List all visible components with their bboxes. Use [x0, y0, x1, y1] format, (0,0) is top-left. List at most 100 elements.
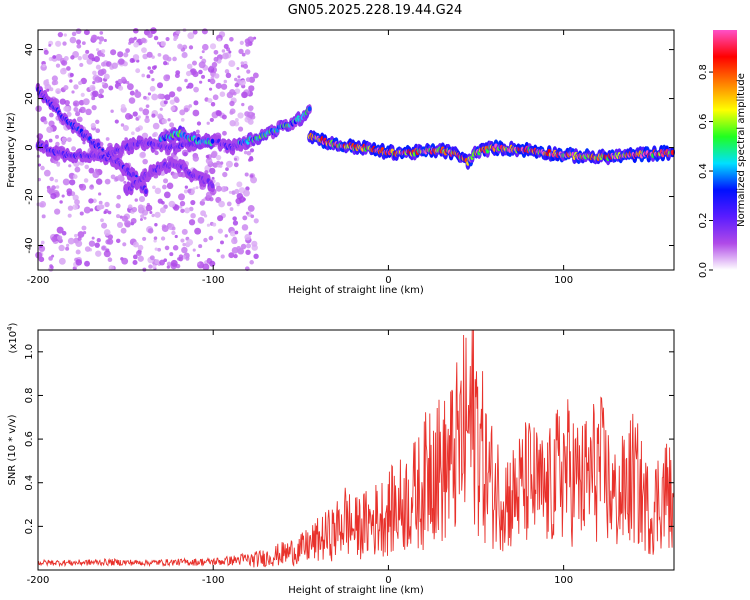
- spectrogram-noise-cell: [46, 187, 53, 194]
- spectrogram-noise-cell: [192, 29, 198, 35]
- spectrogram-noise-cell: [91, 104, 97, 111]
- colorbar-tick-label: 0.0: [698, 262, 709, 278]
- spectrogram-noise-cell: [77, 231, 85, 238]
- spectrogram-noise-cell: [98, 93, 103, 99]
- spectrogram-noise-cell: [80, 92, 85, 97]
- spectrogram-noise-cell: [163, 178, 169, 184]
- spectrogram-noise-cell: [81, 225, 87, 231]
- spectrogram-noise-cell: [84, 260, 90, 267]
- spectrogram-track-cell: [210, 183, 215, 189]
- spectrogram-noise-cell: [39, 244, 43, 249]
- spectrogram-noise-cell: [156, 82, 164, 89]
- spectrogram-y-tick-label: 20: [24, 92, 35, 105]
- spectrogram-noise-cell: [69, 36, 77, 44]
- spectrogram-noise-cell: [140, 37, 147, 43]
- spectrogram-noise-cell: [90, 184, 94, 188]
- spectrogram-noise-cell: [223, 79, 228, 84]
- spectrogram-noise-cell: [209, 65, 214, 70]
- spectrogram-noise-cell: [137, 115, 141, 119]
- spectrogram-noise-cell: [79, 106, 86, 114]
- snr-y-tick-label: 0.2: [24, 518, 35, 534]
- spectrogram-noise-cell: [55, 40, 62, 47]
- spectrogram-noise-cell: [182, 242, 186, 247]
- spectrogram-noise-cell: [98, 88, 105, 94]
- spectrogram-noise-cell: [154, 223, 158, 227]
- spectrogram-noise-cell: [92, 80, 96, 85]
- spectrogram-noise-cell: [124, 220, 131, 228]
- spectrogram-noise-cell: [174, 174, 179, 179]
- spectrogram-noise-cell: [88, 167, 95, 174]
- spectrogram-noise-cell: [128, 97, 136, 104]
- spectrogram-noise-cell: [81, 41, 86, 46]
- spectrogram-noise-cell: [95, 119, 100, 124]
- spectrogram-noise-cell: [250, 174, 254, 178]
- spectrogram-noise-cell: [91, 236, 95, 240]
- spectrogram-noise-cell: [79, 183, 87, 191]
- spectrogram-noise-cell: [138, 107, 143, 112]
- spectrogram-noise-cell: [151, 213, 155, 218]
- spectrogram-noise-cell: [211, 176, 215, 180]
- spectrogram-noise-cell: [244, 172, 249, 177]
- spectrogram-noise-cell: [180, 238, 185, 243]
- spectrogram-noise-cell: [78, 81, 83, 86]
- spectrogram-noise-cell: [240, 61, 245, 65]
- spectrogram-noise-cell: [84, 164, 90, 170]
- spectrogram-noise-cell: [60, 67, 67, 75]
- spectrogram-noise-cell: [66, 137, 72, 143]
- spectrogram-noise-cell: [225, 72, 232, 79]
- snr-x-tick-label: 100: [554, 575, 573, 586]
- spectrogram-noise-cell: [224, 69, 230, 74]
- spectrogram-noise-cell: [144, 117, 150, 124]
- spectrogram-noise-cell: [140, 214, 145, 219]
- spectrogram-noise-cell: [179, 200, 186, 207]
- spectrogram-noise-cell: [130, 217, 137, 224]
- spectrogram-noise-cell: [52, 55, 57, 59]
- snr-panel: -200 -100 0 100 0.2 0.4 0.6 0.8 1.0 Height of s…: [6, 322, 675, 596]
- spectrogram-noise-cell: [85, 108, 92, 116]
- spectrogram-noise-cell: [153, 236, 158, 240]
- spectrogram-y-tick-label: 0: [24, 144, 35, 150]
- spectrogram-noise-cell: [104, 178, 111, 185]
- spectrogram-noise-cell: [126, 81, 130, 85]
- spectrogram-noise-cell: [161, 184, 167, 190]
- spectrogram-noise-cell: [173, 37, 177, 42]
- spectrogram-noise-cell: [154, 259, 160, 265]
- spectrogram-noise-cell: [92, 70, 97, 76]
- spectrogram-noise-cell: [253, 36, 257, 40]
- spectrogram-noise-cell: [209, 78, 216, 85]
- spectrogram-noise-cell: [116, 221, 124, 228]
- spectrogram-noise-cell: [121, 215, 129, 222]
- spectrogram-noise-cell: [154, 187, 162, 195]
- spectrogram-noise-cell: [194, 227, 202, 235]
- spectrogram-noise-cell: [247, 204, 255, 212]
- spectrogram-noise-cell: [122, 125, 129, 132]
- spectrogram-noise-cell: [118, 85, 124, 91]
- spectrogram-noise-cell: [249, 148, 255, 153]
- spectrogram-noise-cell: [124, 112, 132, 120]
- spectrogram-noise-cell: [59, 98, 66, 105]
- spectrogram-noise-cell: [68, 164, 72, 168]
- spectrogram-noise-cell: [98, 36, 105, 42]
- spectrogram-noise-cell: [110, 174, 116, 180]
- spectrogram-noise-cell: [67, 205, 74, 211]
- spectrogram-noise-cell: [106, 238, 114, 245]
- spectrogram-noise-cell: [188, 219, 196, 226]
- spectrogram-noise-cell: [225, 167, 229, 171]
- spectrogram-noise-cell: [182, 51, 188, 58]
- spectrogram-noise-cell: [51, 185, 56, 191]
- spectrogram-noise-cell: [237, 112, 244, 119]
- spectrogram-noise-cell: [221, 114, 227, 120]
- spectrogram-noise-cell: [159, 259, 165, 266]
- spectrogram-noise-cell: [151, 93, 159, 101]
- spectrogram-noise-cell: [77, 236, 82, 241]
- spectrogram-noise-cell: [157, 198, 163, 204]
- spectrogram-noise-cell: [96, 48, 100, 52]
- spectrogram-track-cell: [307, 106, 312, 112]
- spectrogram-noise-cell: [77, 56, 82, 61]
- spectrogram-noise-cell: [245, 186, 250, 191]
- spectrogram-noise-cell: [142, 236, 147, 241]
- spectrogram-noise-cell: [75, 249, 81, 255]
- spectrogram-noise-cell: [228, 60, 236, 68]
- spectrogram-noise-cell: [163, 60, 168, 66]
- spectrogram-noise-cell: [198, 69, 203, 75]
